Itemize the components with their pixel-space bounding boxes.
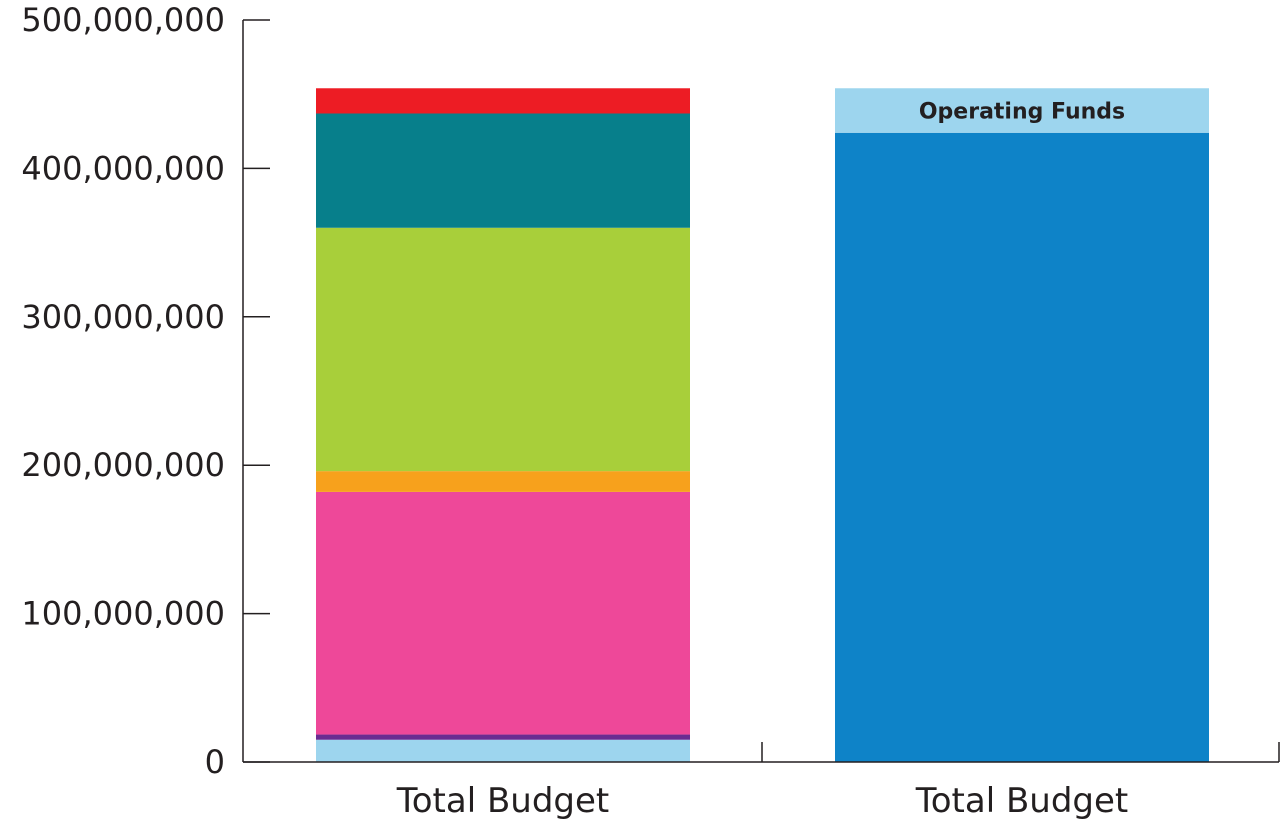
y-tick-label: 500,000,000 — [21, 1, 225, 39]
bar-1-segment-2 — [316, 734, 690, 740]
segment-label: Operating Funds — [919, 100, 1125, 125]
y-axis: 0 100,000,000 200,000,000 300,000,000 400,00… — [21, 1, 270, 781]
bar-1-segment-5 — [316, 227, 690, 472]
y-tick-label: 100,000,000 — [21, 595, 225, 633]
y-tick-label: 200,000,000 — [21, 446, 225, 484]
bar-2-segment-2 — [835, 88, 1209, 133]
y-tick-label: 0 — [205, 743, 225, 781]
x-category-label: Total Budget — [915, 781, 1129, 820]
y-tick-label: 300,000,000 — [21, 298, 225, 336]
y-tick-label: 400,000,000 — [21, 149, 225, 187]
bar-1-segment-1 — [316, 739, 690, 762]
x-axis: Total Budget Total Budget — [243, 742, 1280, 820]
bar-1-segment-6 — [316, 113, 690, 228]
bar-1-segment-3 — [316, 491, 690, 735]
bars-group: Operating Funds — [316, 88, 1209, 762]
bar-2-segment-1 — [835, 132, 1209, 762]
x-category-label: Total Budget — [396, 781, 610, 820]
bar-1-segment-7 — [316, 88, 690, 114]
bar-1-segment-4 — [316, 471, 690, 492]
